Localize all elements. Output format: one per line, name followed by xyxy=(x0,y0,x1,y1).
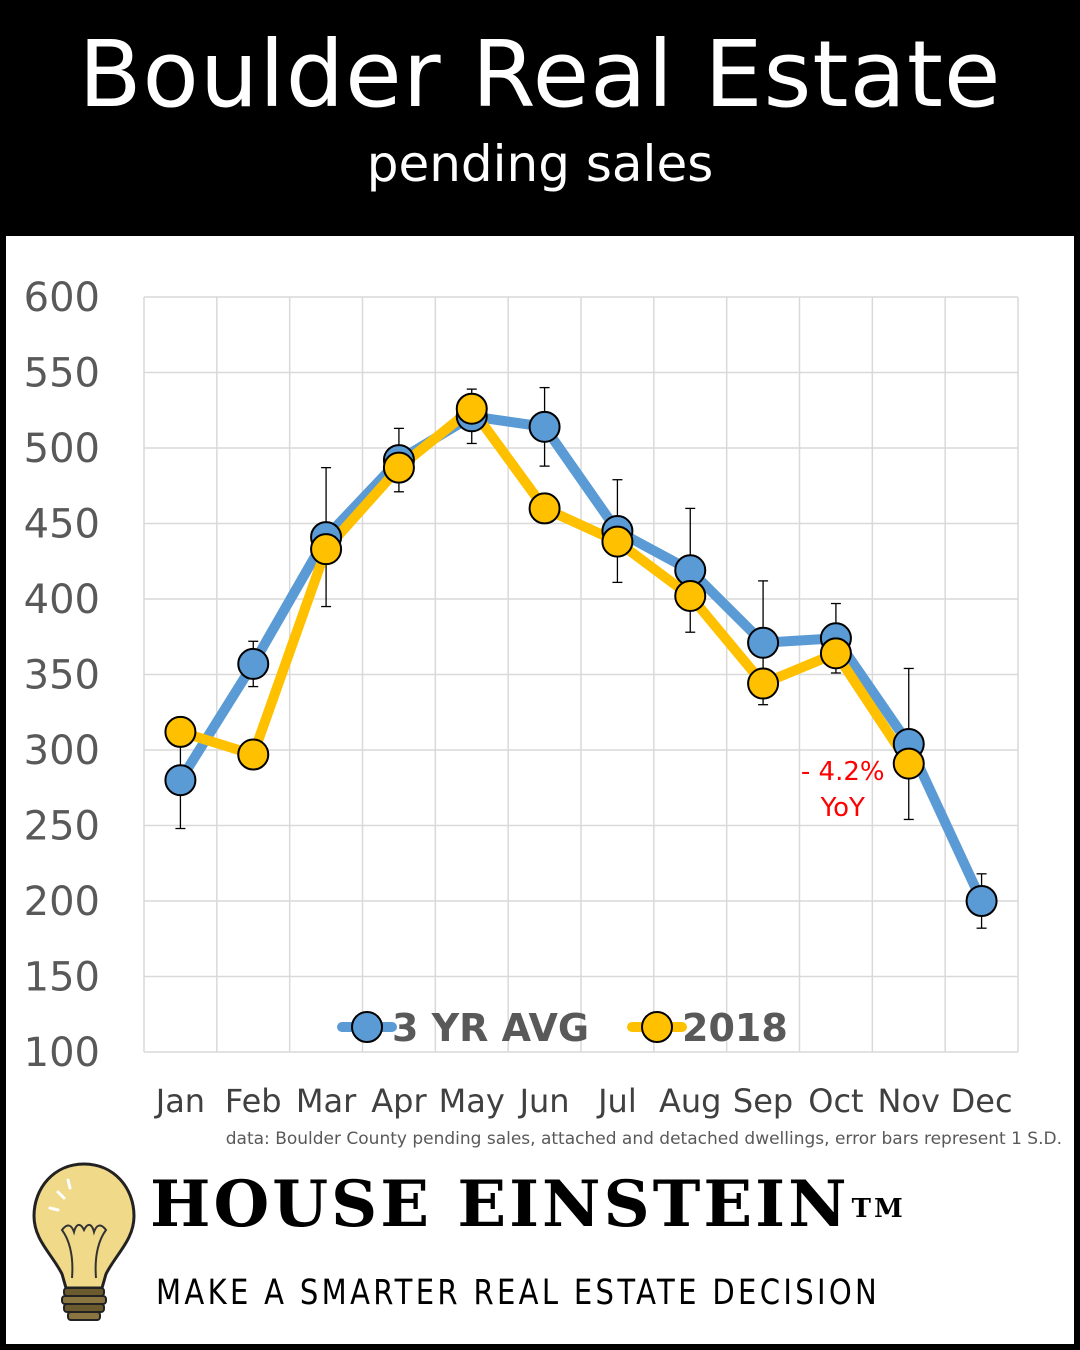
y-tick-label: 150 xyxy=(24,955,100,1001)
data-point-2018 xyxy=(747,667,780,700)
annotation-yoy-label: YoY xyxy=(820,793,865,823)
y-tick-label: 400 xyxy=(24,577,100,623)
y-tick-label: 200 xyxy=(24,879,100,925)
x-tick-label: May xyxy=(439,1082,505,1120)
x-tick-label: Nov xyxy=(878,1082,940,1120)
chart-footnote: data: Boulder County pending sales, atta… xyxy=(226,1129,1062,1149)
y-tick-label: 450 xyxy=(24,502,100,548)
chart-panel: 100 150 200 250 300 350 400 450 500 550 600 Jan Feb M… xyxy=(6,236,1074,1344)
data-point-3yr-avg xyxy=(164,764,197,797)
legend-2018-swatch-marker xyxy=(641,1011,673,1043)
header: Boulder Real Estate pending sales xyxy=(0,0,1080,232)
legend-2018-label: 2018 xyxy=(682,1006,788,1050)
x-tick-label: Jul xyxy=(596,1082,637,1120)
brand-tagline: MAKE A SMARTER REAL ESTATE DECISION xyxy=(156,1273,881,1313)
y-tick-label: 550 xyxy=(24,351,100,397)
data-point-2018 xyxy=(819,637,852,670)
page-title: Boulder Real Estate xyxy=(78,21,1002,128)
x-tick-label: Jan xyxy=(154,1082,205,1120)
x-tick-label: Apr xyxy=(371,1082,427,1120)
brand-name: HOUSE EINSTEINTM xyxy=(150,1170,906,1240)
data-point-2018 xyxy=(310,533,343,566)
data-point-2018 xyxy=(528,492,561,525)
data-point-2018 xyxy=(382,451,415,484)
y-tick-label: 600 xyxy=(24,275,100,321)
brand-name-text: HOUSE EINSTEIN xyxy=(150,1167,850,1242)
data-point-2018 xyxy=(674,579,707,612)
x-tick-label: Feb xyxy=(225,1082,282,1120)
pending-sales-chart: 100 150 200 250 300 350 400 450 500 550 600 Jan Feb M… xyxy=(24,275,1062,1149)
annotation-yoy-change: - 4.2% xyxy=(801,757,885,787)
data-point-3yr-avg xyxy=(747,626,780,659)
legend-3yr-avg-swatch-marker xyxy=(351,1011,383,1043)
data-point-2018 xyxy=(237,738,270,771)
x-tick-label: Sep xyxy=(733,1082,793,1120)
page-subtitle: pending sales xyxy=(366,135,714,193)
x-tick-label: Oct xyxy=(808,1082,863,1120)
y-tick-label: 300 xyxy=(24,728,100,774)
data-point-2018 xyxy=(455,392,488,425)
data-point-2018 xyxy=(164,715,197,748)
x-tick-label: Mar xyxy=(296,1082,357,1120)
lightbulb-icon xyxy=(32,1162,136,1321)
y-tick-label: 500 xyxy=(24,426,100,472)
data-point-3yr-avg xyxy=(528,410,561,443)
data-point-3yr-avg xyxy=(237,647,270,680)
x-tick-label: Aug xyxy=(659,1082,721,1120)
data-point-3yr-avg xyxy=(965,885,998,917)
x-tick-label: Jun xyxy=(518,1082,570,1120)
data-point-2018 xyxy=(892,747,925,780)
trademark: TM xyxy=(851,1194,906,1224)
y-tick-label: 350 xyxy=(24,653,100,699)
data-point-2018 xyxy=(601,525,634,558)
y-tick-label: 250 xyxy=(24,804,100,850)
x-tick-label: Dec xyxy=(951,1082,1013,1120)
y-tick-label: 100 xyxy=(24,1030,100,1076)
legend-3yr-avg-label: 3 YR AVG xyxy=(392,1006,589,1050)
